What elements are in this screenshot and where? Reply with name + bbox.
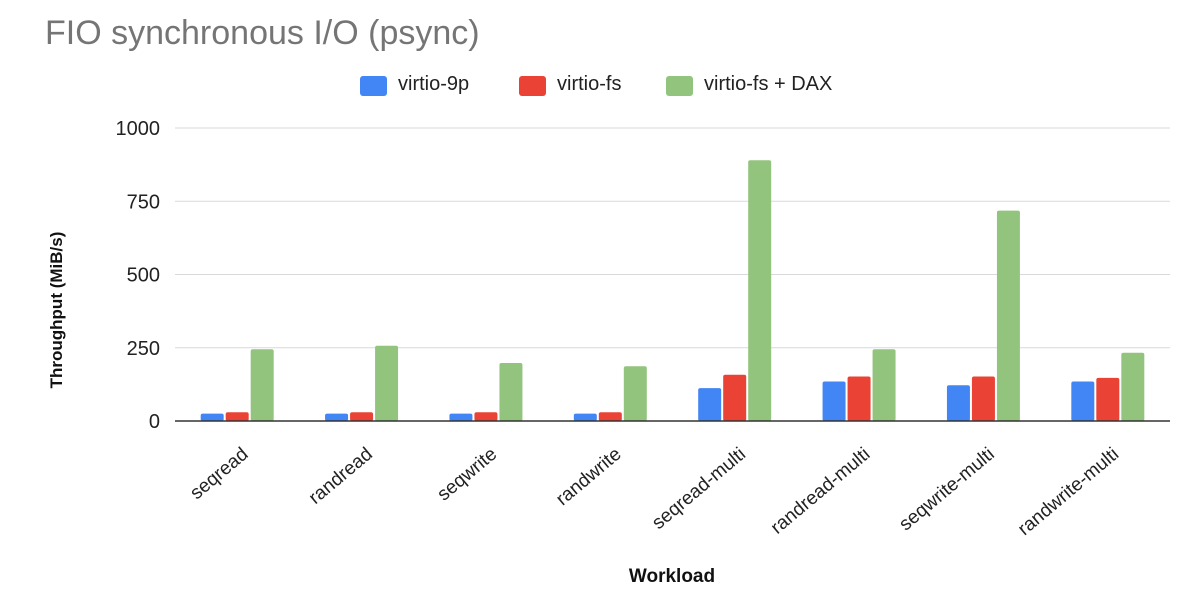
y-tick-label: 750: [127, 191, 160, 213]
bar-virtio-9p-seqread-multi: [698, 388, 722, 421]
y-axis-title: Throughput (MiB/s): [47, 232, 66, 389]
x-tick-label: randwrite-multi: [1014, 444, 1123, 540]
legend-swatch-virtio-9p: [360, 76, 387, 96]
bar-virtio-fs-dax-seqread-multi: [748, 160, 772, 422]
x-tick-label: seqread: [186, 444, 252, 504]
gridlines: [175, 127, 1170, 349]
bar-virtio-fs-dax-randread: [375, 345, 399, 421]
bar-virtio-fs-randread-multi: [847, 376, 871, 421]
x-tick-label: seqread-multi: [648, 444, 750, 534]
legend-label-virtio-9p: virtio-9p: [398, 73, 470, 95]
bar-virtio-9p-seqwrite: [449, 413, 473, 421]
bar-virtio-fs-seqwrite-multi: [971, 376, 995, 421]
chart-title: FIO synchronous I/O (psync): [45, 14, 480, 52]
bar-virtio-fs-randwrite-multi: [1096, 377, 1120, 421]
x-tick-label: seqwrite-multi: [895, 444, 998, 535]
bar-virtio-fs-randwrite: [598, 412, 622, 421]
bar-virtio-9p-randwrite-multi: [1071, 381, 1095, 421]
bar-virtio-fs-dax-randwrite-multi: [1121, 352, 1145, 421]
bar-virtio-9p-seqread: [200, 413, 224, 421]
y-tick-label: 0: [149, 411, 160, 433]
x-tick-label: randread-multi: [767, 444, 874, 539]
y-tick-label: 500: [127, 265, 160, 287]
bar-virtio-9p-randread-multi: [822, 381, 846, 421]
bar-virtio-fs-dax-seqwrite: [499, 362, 523, 421]
bar-virtio-fs-dax-randwrite: [623, 366, 647, 421]
bar-virtio-9p-seqwrite-multi: [946, 385, 970, 421]
bar-virtio-fs-randread: [350, 412, 374, 421]
legend-label-virtio-fs-dax: virtio-fs + DAX: [704, 73, 833, 95]
bars: [200, 160, 1145, 422]
bar-virtio-fs-seqread-multi: [723, 374, 747, 421]
x-axis-title: Workload: [629, 566, 715, 587]
y-axis-ticks: 0 250 500 750 1000: [116, 118, 161, 433]
legend-swatch-virtio-fs-dax: [666, 76, 693, 96]
legend-swatch-virtio-fs: [519, 76, 546, 96]
bar-virtio-fs-dax-seqread: [250, 349, 274, 421]
x-tick-label: seqwrite: [433, 444, 501, 506]
x-tick-label: randread: [305, 444, 377, 509]
bar-virtio-fs-dax-seqwrite-multi: [996, 210, 1020, 421]
x-axis-ticks: seqread randread seqwrite randwrite seqread-…: [186, 444, 1123, 540]
bar-virtio-9p-randread: [325, 413, 349, 421]
y-tick-label: 250: [127, 338, 160, 360]
legend: virtio-9p virtio-fs virtio-fs + DAX: [0, 72, 1200, 102]
bar-virtio-9p-randwrite: [573, 413, 597, 421]
legend-label-virtio-fs: virtio-fs: [557, 73, 622, 95]
bar-virtio-fs-seqwrite: [474, 412, 498, 421]
bar-virtio-fs-seqread: [225, 412, 249, 421]
bar-virtio-fs-dax-randread-multi: [872, 349, 896, 421]
y-tick-label: 1000: [116, 118, 161, 140]
x-tick-label: randwrite: [552, 444, 625, 510]
